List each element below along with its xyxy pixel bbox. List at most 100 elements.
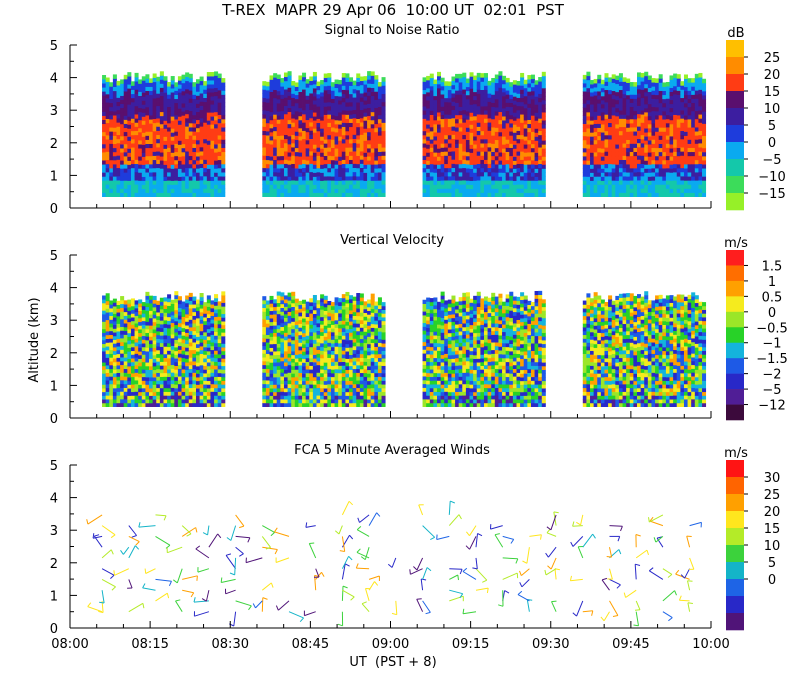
data-cell	[138, 168, 143, 173]
data-cell	[538, 138, 543, 144]
data-cell	[538, 159, 543, 165]
data-cell	[590, 140, 595, 145]
data-cell	[694, 151, 699, 157]
data-cell	[473, 119, 478, 125]
data-cell	[437, 172, 442, 177]
data-cell	[152, 126, 157, 132]
data-cell	[516, 93, 521, 98]
colorbar-swatch	[726, 40, 744, 58]
data-cell	[662, 98, 667, 104]
data-cell	[680, 134, 685, 140]
data-cell	[498, 119, 503, 125]
data-cell	[676, 98, 681, 104]
data-cell	[505, 143, 510, 148]
data-cell	[210, 76, 215, 81]
data-cell	[600, 136, 605, 141]
data-cell	[367, 164, 372, 169]
data-cell	[498, 192, 503, 197]
data-cell	[429, 118, 434, 124]
data-cell	[665, 147, 670, 152]
data-cell	[476, 122, 481, 127]
data-cell	[694, 180, 699, 185]
data-cell	[334, 79, 339, 84]
data-cell	[276, 176, 281, 181]
data-cell	[370, 71, 375, 76]
data-cell	[377, 118, 382, 124]
data-cell	[134, 109, 139, 115]
data-cell	[269, 136, 274, 141]
data-cell	[181, 139, 186, 145]
data-cell	[698, 77, 703, 82]
data-cell	[116, 357, 121, 362]
data-cell	[163, 342, 168, 347]
data-cell	[465, 82, 470, 88]
data-cell	[134, 334, 139, 339]
data-cell	[637, 97, 642, 102]
data-cell	[159, 402, 164, 407]
data-cell	[192, 90, 197, 95]
data-cell	[323, 81, 328, 87]
data-cell	[644, 79, 649, 85]
data-cell	[192, 143, 197, 148]
data-cell	[127, 395, 132, 400]
data-cell	[170, 76, 175, 81]
data-cell	[527, 83, 532, 88]
data-cell	[102, 147, 107, 153]
data-cell	[633, 180, 638, 185]
data-cell	[633, 90, 638, 95]
data-cell	[483, 147, 488, 152]
data-cell	[102, 143, 107, 149]
data-cell	[217, 159, 222, 165]
data-cell	[120, 364, 125, 369]
data-cell	[455, 98, 460, 103]
data-cell	[320, 100, 325, 105]
data-cell	[265, 163, 270, 169]
data-cell	[687, 78, 692, 83]
data-cell	[669, 127, 674, 133]
data-cell	[618, 184, 623, 189]
data-cell	[509, 106, 514, 112]
data-cell	[167, 320, 172, 325]
data-cell	[440, 176, 445, 181]
data-cell	[476, 114, 481, 119]
data-cell	[102, 343, 107, 348]
data-cell	[123, 160, 128, 165]
data-cell	[341, 122, 346, 127]
data-cell	[170, 364, 175, 369]
data-cell	[586, 136, 591, 141]
data-cell	[341, 138, 346, 144]
data-cell	[370, 140, 375, 145]
data-cell	[152, 81, 157, 87]
data-cell	[177, 398, 182, 404]
data-cell	[134, 188, 139, 193]
data-cell	[185, 347, 190, 352]
data-cell	[665, 118, 670, 124]
data-cell	[302, 85, 307, 90]
data-cell	[491, 143, 496, 148]
data-cell	[112, 192, 117, 197]
data-cell	[608, 151, 613, 156]
data-cell	[217, 81, 222, 87]
data-cell	[163, 100, 168, 105]
data-cell	[134, 163, 139, 169]
data-cell	[637, 180, 642, 185]
data-cell	[523, 107, 528, 113]
data-cell	[455, 151, 460, 157]
data-cell	[102, 119, 107, 125]
data-cell	[615, 188, 620, 193]
data-cell	[312, 120, 317, 125]
data-cell	[338, 160, 343, 165]
data-cell	[280, 123, 285, 128]
data-cell	[444, 134, 449, 140]
data-cell	[327, 130, 332, 136]
data-cell	[167, 163, 172, 169]
data-cell	[465, 135, 470, 140]
data-cell	[196, 399, 201, 404]
data-cell	[170, 168, 175, 173]
data-cell	[149, 184, 154, 189]
colorbar-swatch	[726, 142, 744, 160]
data-cell	[505, 159, 510, 165]
data-cell	[462, 134, 467, 140]
data-cell	[502, 128, 507, 133]
data-cell	[462, 171, 467, 177]
